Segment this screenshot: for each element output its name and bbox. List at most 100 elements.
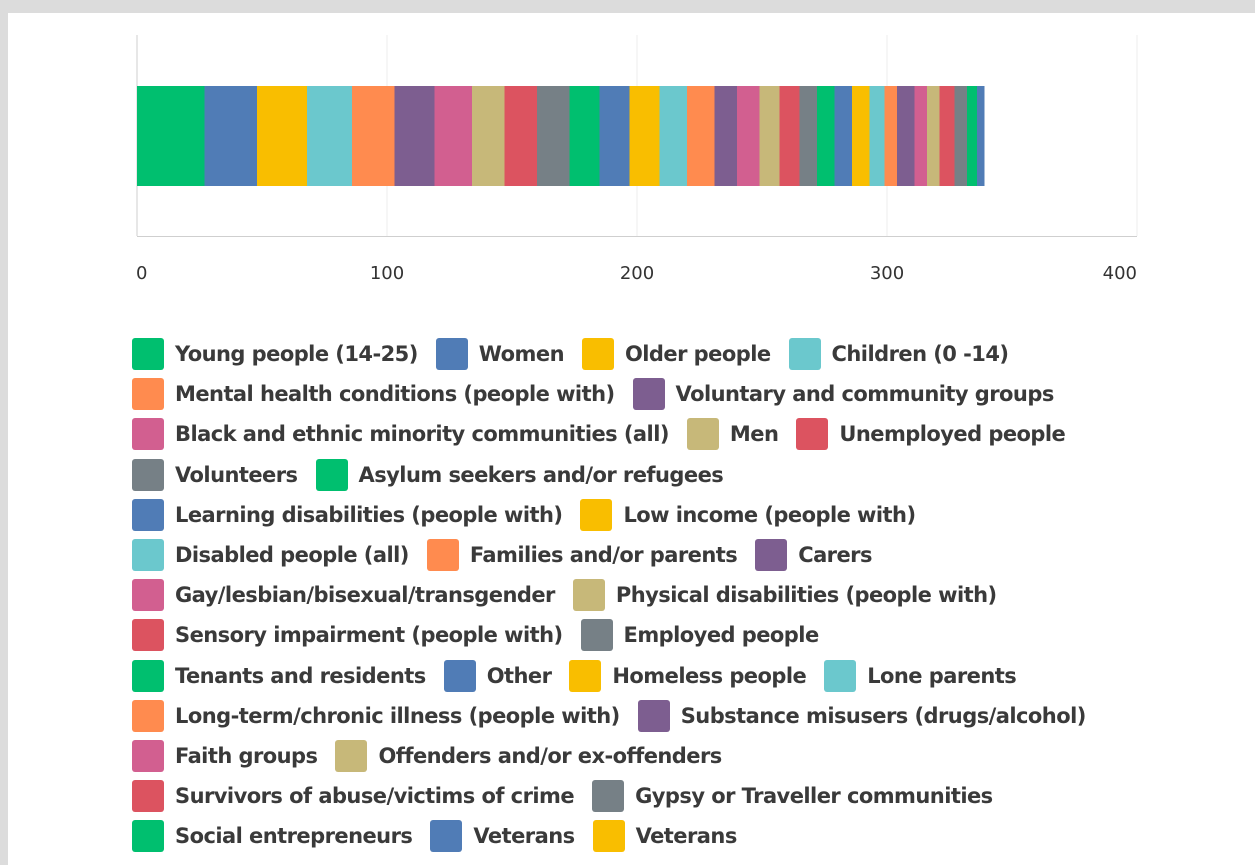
- legend-swatch: [132, 820, 164, 853]
- legend-swatch: [132, 539, 164, 572]
- bar-segment: [204, 86, 257, 186]
- bar-segment: [927, 86, 940, 186]
- legend-item[interactable]: Carers: [755, 539, 873, 572]
- legend-item[interactable]: Faith groups: [132, 739, 318, 772]
- legend-swatch: [592, 820, 625, 853]
- legend-swatch: [637, 699, 670, 732]
- legend-label: Low income (people with): [623, 502, 916, 527]
- bar-segment: [869, 86, 885, 186]
- legend-item[interactable]: Gypsy or Traveller communities: [592, 780, 993, 813]
- legend-item[interactable]: Sensory impairment (people with): [132, 619, 563, 652]
- legend-swatch: [132, 619, 164, 652]
- legend-swatch: [426, 539, 459, 572]
- legend-item[interactable]: Black and ethnic minority communities (a…: [132, 418, 669, 451]
- legend-swatch: [580, 498, 613, 531]
- legend-item[interactable]: Unemployed people: [796, 418, 1066, 451]
- legend-item[interactable]: Long-term/chronic illness (people with): [132, 699, 620, 732]
- bar-segment: [434, 86, 472, 186]
- legend-label: Asylum seekers and/or refugees: [358, 462, 724, 487]
- legend-label: Social entrepreneurs: [175, 824, 413, 849]
- legend-label: Women: [478, 342, 565, 367]
- legend-row: Learning disabilities (people with) Low i…: [132, 495, 1242, 535]
- legend: Young people (14-25) Women Older people Chi…: [132, 334, 1242, 856]
- bar-segment: [977, 86, 985, 186]
- legend-item[interactable]: Tenants and residents: [132, 659, 426, 692]
- legend-item[interactable]: Children (0 -14): [788, 338, 1009, 371]
- bar-segment: [834, 86, 852, 186]
- bar-segment: [569, 86, 600, 186]
- legend-item[interactable]: Physical disabilities (people with): [572, 579, 997, 612]
- bar-segment: [659, 86, 687, 186]
- legend-label: Voluntary and community groups: [675, 382, 1055, 407]
- legend-item[interactable]: Social entrepreneurs: [132, 820, 413, 853]
- bar-segment: [352, 86, 395, 186]
- legend-item[interactable]: Substance misusers (drugs/alcohol): [637, 699, 1086, 732]
- legend-item[interactable]: Offenders and/or ex-offenders: [335, 739, 722, 772]
- legend-swatch: [581, 338, 614, 371]
- legend-label: Unemployed people: [839, 422, 1066, 447]
- legend-label: Carers: [798, 543, 872, 568]
- legend-label: Families and/or parents: [469, 543, 738, 568]
- legend-swatch: [796, 418, 829, 451]
- bar-segment: [687, 86, 715, 186]
- legend-item[interactable]: Veterans: [592, 820, 737, 853]
- legend-item[interactable]: Veterans: [430, 820, 575, 853]
- bar-segment: [599, 86, 630, 186]
- legend-label: Other: [486, 663, 552, 688]
- legend-swatch: [686, 418, 719, 451]
- legend-label: Offenders and/or ex-offenders: [378, 743, 722, 768]
- legend-swatch: [569, 659, 602, 692]
- legend-swatch: [824, 659, 857, 692]
- legend-item[interactable]: Young people (14-25): [132, 338, 418, 371]
- legend-label: Volunteers: [175, 462, 298, 487]
- legend-swatch: [632, 378, 665, 411]
- legend-item[interactable]: Lone parents: [824, 659, 1017, 692]
- bar-segment: [394, 86, 435, 186]
- legend-item[interactable]: Asylum seekers and/or refugees: [315, 458, 724, 491]
- legend-item[interactable]: Low income (people with): [580, 498, 916, 531]
- legend-item[interactable]: Survivors of abuse/victims of crime: [132, 780, 575, 813]
- legend-item[interactable]: Other: [443, 659, 552, 692]
- legend-item[interactable]: Employed people: [580, 619, 820, 652]
- bar-segment: [779, 86, 800, 186]
- legend-item[interactable]: Gay/lesbian/bisexual/transgender: [132, 579, 555, 612]
- bar-segment: [629, 86, 660, 186]
- legend-item[interactable]: Homeless people: [569, 659, 807, 692]
- x-tick-label: 300: [870, 263, 904, 284]
- legend-swatch: [430, 820, 463, 853]
- legend-label: Employed people: [623, 623, 820, 648]
- legend-item[interactable]: Mental health conditions (people with): [132, 378, 615, 411]
- legend-item[interactable]: Families and/or parents: [426, 539, 738, 572]
- legend-row: Gay/lesbian/bisexual/transgender Physical…: [132, 575, 1242, 615]
- legend-swatch: [132, 378, 164, 411]
- legend-item[interactable]: Older people: [581, 338, 771, 371]
- legend-label: Faith groups: [175, 743, 318, 768]
- legend-item[interactable]: Volunteers: [132, 458, 298, 491]
- bar-segment: [759, 86, 780, 186]
- legend-item[interactable]: Men: [686, 418, 779, 451]
- x-tick-label: 200: [620, 263, 654, 284]
- bar-segment: [852, 86, 870, 186]
- legend-row: Disabled people (all) Families and/or par…: [132, 535, 1242, 575]
- bar-segment: [967, 86, 977, 186]
- legend-label: Mental health conditions (people with): [175, 382, 615, 407]
- legend-row: Long-term/chronic illness (people with) S…: [132, 696, 1242, 736]
- legend-label: Sensory impairment (people with): [175, 623, 563, 648]
- bar-segment: [884, 86, 897, 186]
- legend-swatch: [132, 579, 164, 612]
- legend-label: Disabled people (all): [175, 543, 409, 568]
- legend-swatch: [132, 458, 164, 491]
- legend-row: Sensory impairment (people with) Employed…: [132, 615, 1242, 655]
- legend-swatch: [132, 338, 164, 371]
- bar-segment: [799, 86, 817, 186]
- legend-item[interactable]: Learning disabilities (people with): [132, 498, 563, 531]
- legend-item[interactable]: Women: [435, 338, 565, 371]
- legend-row: Young people (14-25) Women Older people Chi…: [132, 334, 1242, 374]
- legend-row: Mental health conditions (people with) Vo…: [132, 374, 1242, 414]
- legend-swatch: [132, 699, 164, 732]
- legend-item[interactable]: Voluntary and community groups: [632, 378, 1055, 411]
- legend-item[interactable]: Disabled people (all): [132, 539, 409, 572]
- legend-row: Tenants and residents Other Homeless peopl…: [132, 656, 1242, 696]
- chart-frame: 0 100 200 300 400 Young people (14-25) Women O…: [8, 13, 1255, 865]
- bar-segment: [914, 86, 927, 186]
